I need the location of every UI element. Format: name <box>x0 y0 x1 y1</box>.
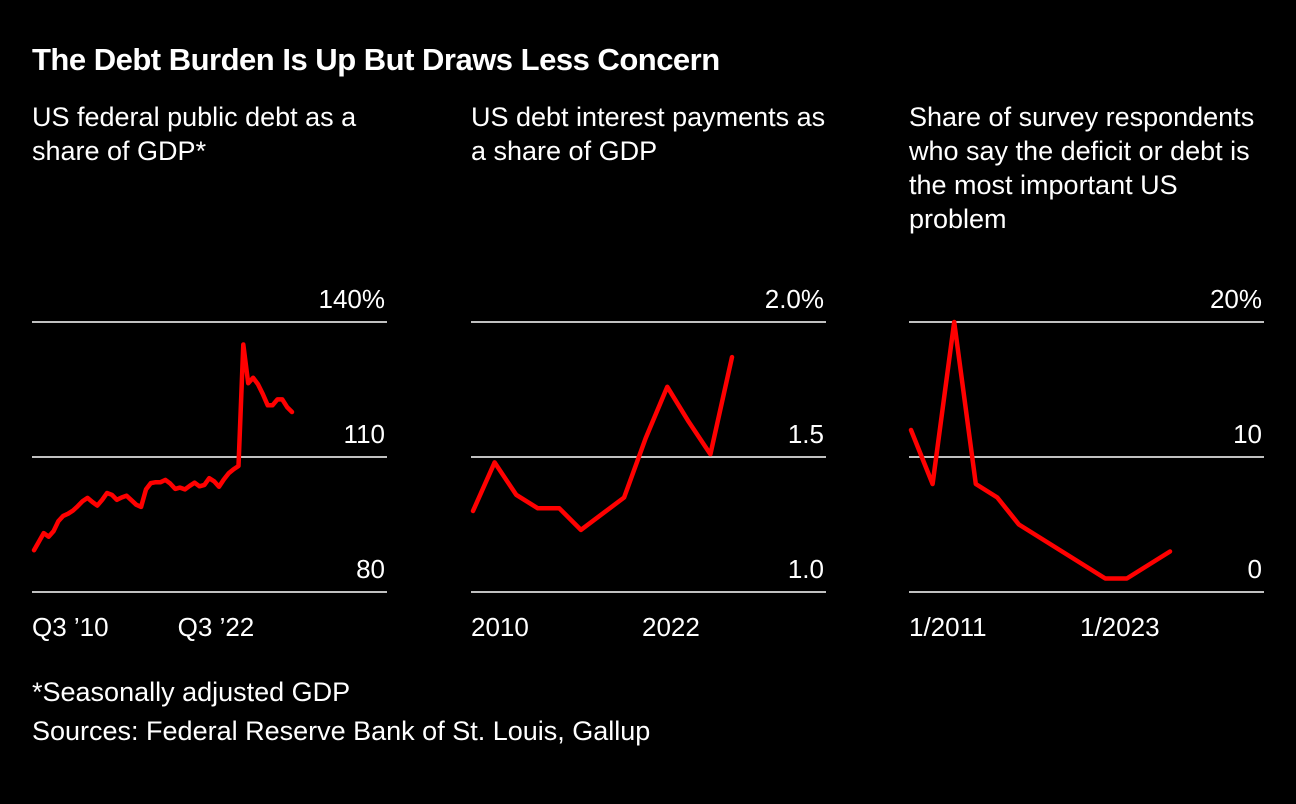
y-tick-label: 1.0 <box>788 554 824 584</box>
y-tick-label: 1.5 <box>788 419 824 449</box>
series-line <box>31 342 295 553</box>
y-tick-label: 10 <box>1233 419 1262 449</box>
y-tick-label: 140% <box>319 284 386 314</box>
y-tick-label: 20% <box>1210 284 1262 314</box>
panel-2-interest-to-gdp: 1.0 1.5 2.0% 2010 2022 <box>470 284 826 642</box>
y-tick-label: 2.0% <box>765 284 824 314</box>
x-tick-label: Q3 ’22 <box>178 612 255 642</box>
chart-title: The Debt Burden Is Up But Draws Less Con… <box>32 42 720 77</box>
y-tick-label: 110 <box>344 419 385 449</box>
sources: Sources: Federal Reserve Bank of St. Lou… <box>32 716 651 746</box>
x-tick-label: 2022 <box>642 612 700 642</box>
x-tick-label: 2010 <box>471 612 529 642</box>
panel-2-subtitle: US debt interest payments as a share of … <box>471 102 826 166</box>
y-tick-label: 0 <box>1248 554 1262 584</box>
series-line <box>908 319 1173 581</box>
panel-3-subtitle: Share of survey respondents who say the … <box>909 102 1255 234</box>
panel-1-debt-to-gdp: 80 110 140% Q3 ’10 Q3 ’22 <box>31 284 387 642</box>
series-line <box>470 354 735 533</box>
x-tick-label: 1/2023 <box>1080 612 1160 642</box>
panel-1-subtitle: US federal public debt as a share of GDP… <box>32 102 357 166</box>
x-tick-label: Q3 ’10 <box>32 612 109 642</box>
panel-3-survey-share: 0 10 20% 1/2011 1/2023 <box>908 284 1264 642</box>
footnote: *Seasonally adjusted GDP <box>32 677 351 707</box>
y-tick-label: 80 <box>356 554 385 584</box>
x-tick-label: 1/2011 <box>909 612 987 642</box>
